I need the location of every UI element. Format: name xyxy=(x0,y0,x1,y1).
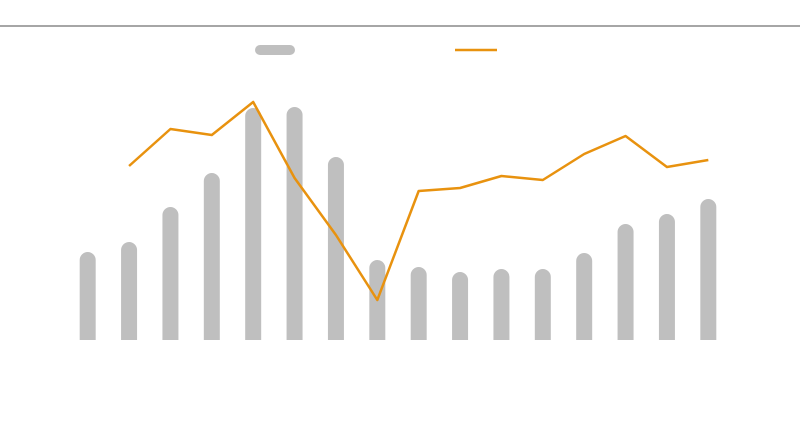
bar xyxy=(327,157,344,340)
bar xyxy=(658,214,675,340)
bar xyxy=(121,242,138,340)
bar xyxy=(576,253,593,340)
bar xyxy=(410,267,427,340)
bar xyxy=(79,252,96,340)
bar xyxy=(203,173,220,340)
bar xyxy=(493,269,510,340)
bar xyxy=(452,272,469,340)
bar xyxy=(617,224,634,340)
bar xyxy=(245,108,262,340)
bar xyxy=(700,199,717,340)
legend-swatch xyxy=(255,45,295,55)
bar xyxy=(534,269,551,340)
line xyxy=(128,100,709,302)
bar xyxy=(286,107,303,340)
bar xyxy=(162,207,179,340)
